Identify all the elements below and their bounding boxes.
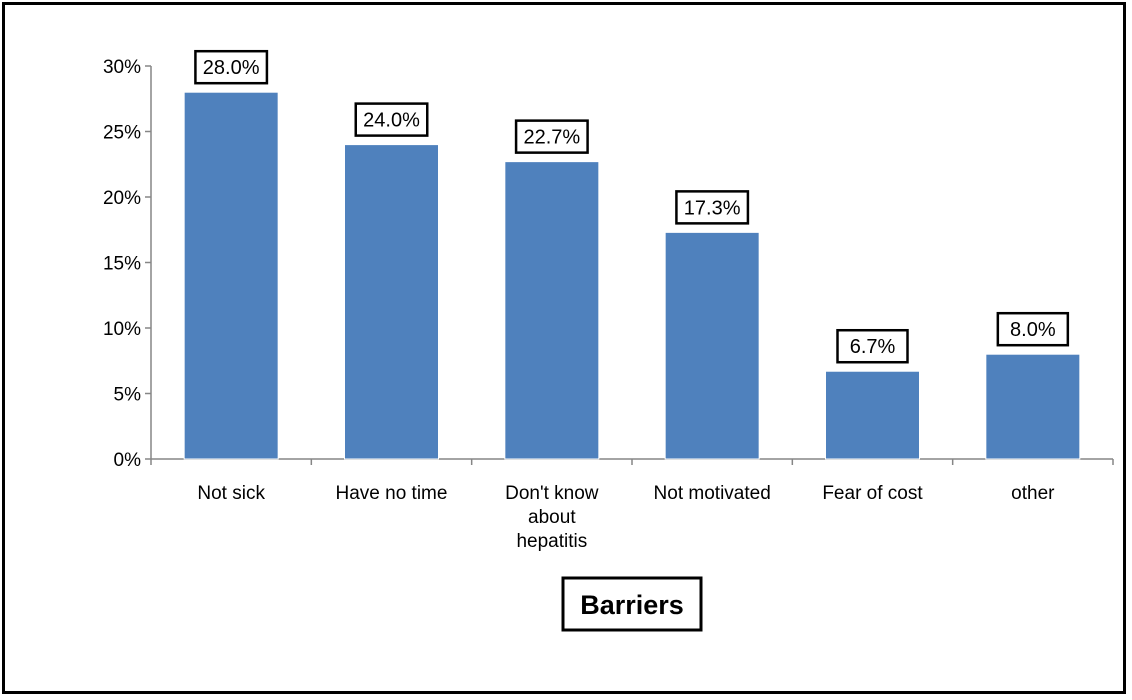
x-tick-label: Not motivated — [654, 483, 771, 504]
bar — [985, 353, 1081, 460]
bar — [664, 231, 760, 460]
data-label-box — [996, 311, 1070, 347]
data-label: 24.0% — [363, 110, 420, 132]
y-tick-label: 5% — [114, 385, 142, 406]
axes: 0% 5% 10% 15% 20% 25% 30% — [103, 57, 1114, 471]
data-label-box — [354, 102, 429, 137]
data-label-box — [675, 190, 750, 225]
x-tick-label: Not sick — [197, 483, 265, 504]
y-tick-label: 15% — [103, 254, 141, 275]
bar — [825, 370, 920, 460]
y-tick-label: 30% — [103, 57, 141, 78]
y-tick-label: 20% — [103, 188, 141, 209]
x-axis-title: Barriers — [580, 590, 684, 620]
x-tick-label: Have no time — [336, 483, 448, 504]
data-label: 8.0% — [1010, 319, 1056, 341]
x-tick-label: other — [1011, 483, 1055, 504]
labels: 28.0% Not sick 24.0% Have no time 22.7% Don't… — [194, 49, 1070, 552]
bar — [183, 91, 279, 460]
bar — [504, 161, 600, 460]
bars — [183, 91, 1081, 460]
x-axis-title-group: Barriers — [561, 576, 703, 632]
y-tick-label: 25% — [103, 123, 141, 144]
data-label-box — [194, 49, 269, 85]
x-tick-label: Fear of cost — [822, 483, 923, 504]
data-label: 22.7% — [523, 127, 580, 149]
x-axis-title-box — [561, 576, 703, 632]
bar — [344, 144, 439, 460]
data-label-box — [514, 119, 589, 154]
y-tick-label: 0% — [114, 450, 142, 471]
data-label-box — [836, 328, 909, 364]
y-tick-label: 10% — [103, 319, 141, 340]
data-label: 6.7% — [850, 336, 896, 358]
data-label: 17.3% — [684, 197, 741, 219]
x-tick-label: Don't know about hepatitis — [505, 483, 599, 552]
data-label: 28.0% — [203, 57, 260, 79]
